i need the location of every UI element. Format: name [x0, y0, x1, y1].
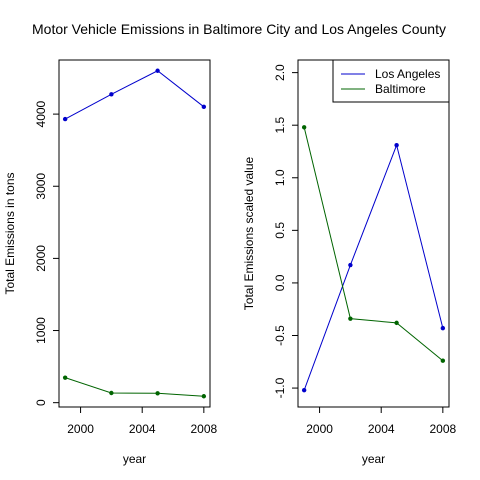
data-point-baltimore [348, 316, 353, 321]
data-point-series-0 [109, 92, 114, 97]
figure-title: Motor Vehicle Emissions in Baltimore Cit… [32, 21, 446, 37]
x-tick-label: 2004 [368, 422, 395, 436]
data-point-baltimore [440, 358, 446, 363]
y-axis-label: Total Emissions in tons [3, 172, 17, 294]
x-tick-label: 2008 [190, 422, 217, 436]
y-tick-label: -0.5 [273, 325, 287, 346]
series-line-series-1 [65, 377, 204, 397]
series-line-baltimore [303, 127, 444, 362]
data-point-series-0 [155, 68, 160, 73]
x-tick-label: 2004 [129, 422, 156, 436]
chart-right-scaled-emissions: 2000 2004 2008 -1.0 -0.5 0.0 0.5 1.0 1.5 2.0 year T… [242, 59, 457, 466]
y-tick-label: 1.5 [273, 117, 287, 134]
y-tick-label: 1.0 [273, 169, 287, 186]
y-tick-label: -1.0 [273, 377, 287, 398]
data-point-baltimore [394, 320, 399, 326]
y-tick-label: 0.5 [273, 222, 287, 239]
x-tick-label: 2008 [429, 422, 456, 436]
y-tick-label: 3000 [34, 173, 48, 200]
series-line-series-0 [64, 70, 205, 120]
x-axis-label: year [123, 452, 146, 466]
data-point-los-angeles [301, 387, 307, 393]
data-point-series-0 [201, 104, 207, 110]
y-tick-label: 4000 [34, 100, 48, 127]
legend-label-los-angeles: Los Angeles [375, 67, 440, 81]
series-line-los-angeles [303, 143, 444, 391]
legend-box [332, 59, 450, 103]
plot-frame [297, 59, 450, 408]
data-point-series-1 [201, 394, 207, 399]
data-point-series-1 [62, 375, 68, 380]
data-point-los-angeles [440, 325, 446, 331]
legend-label-baltimore: Baltimore [375, 82, 426, 96]
plot-frame [58, 59, 211, 408]
data-point-los-angeles [348, 262, 353, 268]
data-point-baltimore [301, 125, 307, 130]
y-tick-label: 1000 [34, 317, 48, 344]
y-axis-label: Total Emissions scaled value [242, 156, 256, 310]
data-point-los-angeles [394, 142, 399, 148]
data-point-series-1 [109, 390, 114, 396]
x-tick-label: 2000 [306, 422, 333, 436]
x-axis-label: year [362, 452, 385, 466]
y-tick-label: 2000 [34, 245, 48, 272]
y-tick-label: 0 [34, 399, 48, 406]
y-tick-label: 2.0 [273, 64, 287, 81]
data-point-series-0 [62, 116, 68, 122]
x-tick-label: 2000 [67, 422, 94, 436]
data-point-series-1 [155, 391, 160, 396]
y-tick-label: 0.0 [273, 274, 287, 291]
chart-left-total-emissions: 2000 2004 2008 0 1000 2000 3000 4000 year Total E… [3, 59, 218, 466]
